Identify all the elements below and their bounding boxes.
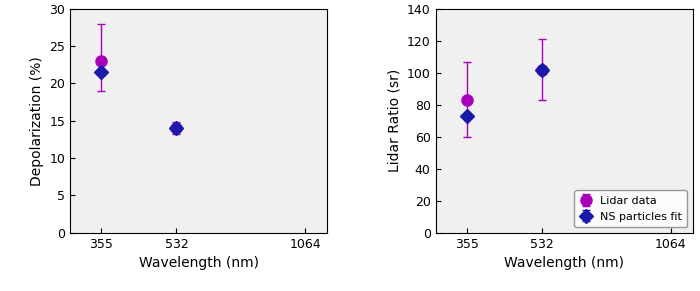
X-axis label: Wavelength (nm): Wavelength (nm) (504, 256, 624, 270)
Legend: Lidar data, NS particles fit: Lidar data, NS particles fit (575, 190, 687, 227)
Y-axis label: Lidar Ratio (sr): Lidar Ratio (sr) (387, 69, 401, 172)
X-axis label: Wavelength (nm): Wavelength (nm) (139, 256, 259, 270)
Y-axis label: Depolarization (%): Depolarization (%) (29, 56, 43, 186)
